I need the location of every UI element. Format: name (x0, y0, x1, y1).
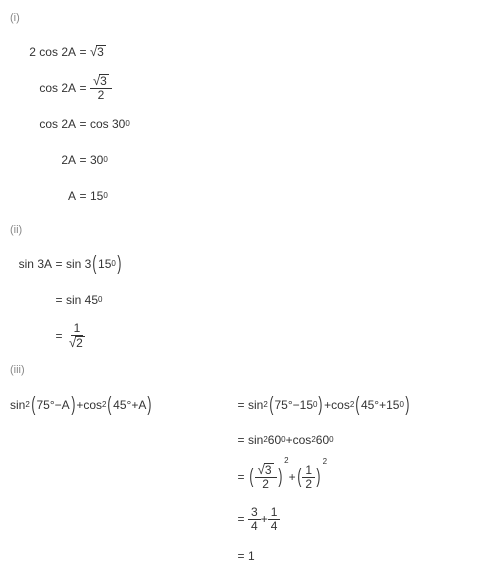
section-label-ii: (ii) (10, 224, 490, 236)
eq-row: 2 cos 2A=√3 (10, 38, 490, 66)
block-ii: sin 3A=sin 3(150) =sin 450 =1√2 (10, 250, 490, 350)
eq-row: cos 2A=cos 300 (10, 110, 490, 138)
section-label-i: (i) (10, 12, 490, 24)
eq-row: =1 (10, 544, 490, 568)
eq-row: A=150 (10, 182, 490, 210)
eq-row: sin 3A=sin 3(150) (10, 250, 490, 278)
eq-row: =1√2 (10, 322, 490, 350)
block-i: 2 cos 2A=√3 cos 2A=√32 cos 2A=cos 300 2A=30… (10, 38, 490, 210)
block-iii: sin2 (75° − A) + cos2 (45° + A)=sin2(75°… (10, 390, 490, 568)
eq-row: =34 + 14 (10, 502, 490, 536)
eq-row: cos 2A=√32 (10, 74, 490, 102)
eq-row: sin2 (75° − A) + cos2 (45° + A)=sin2(75°… (10, 390, 490, 420)
eq-row: =(√32)2 + (12)2 (10, 460, 490, 494)
section-label-iii: (iii) (10, 364, 490, 376)
eq-row: =sin 450 (10, 286, 490, 314)
eq-row: 2A=300 (10, 146, 490, 174)
eq-row: =sin2600 + cos2600 (10, 428, 490, 452)
